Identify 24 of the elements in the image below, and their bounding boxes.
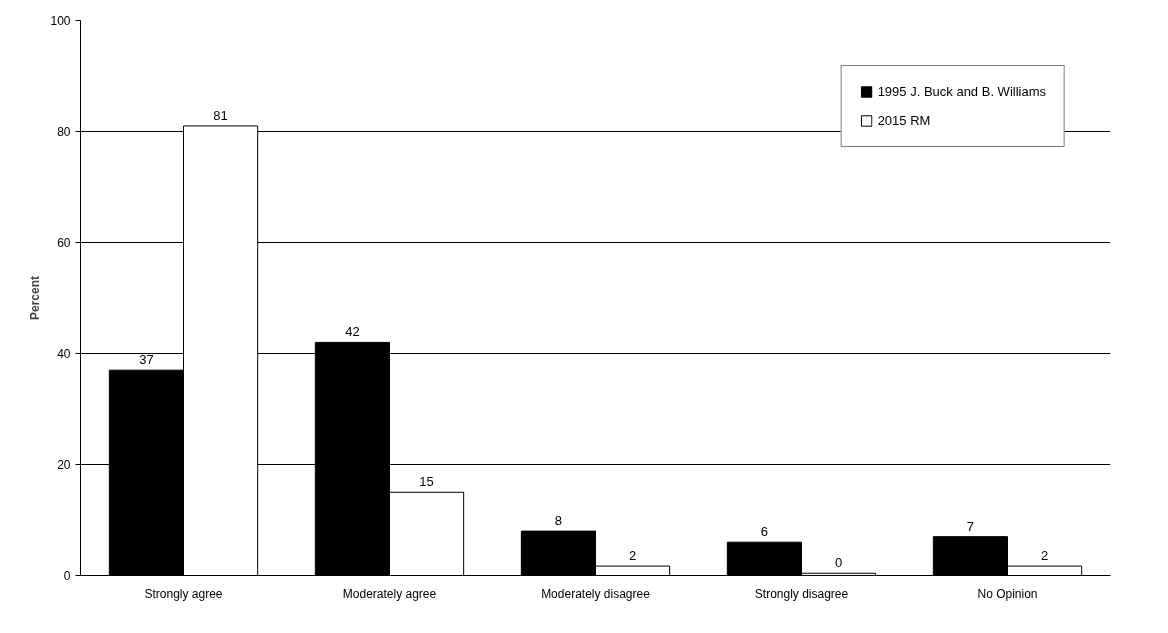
legend-label: 2015 RM — [877, 113, 931, 128]
y-tick-label: 20 — [57, 458, 71, 472]
data-label: 6 — [760, 524, 769, 540]
legend-label: 1995 J. Buck and B. Williams — [877, 84, 1046, 99]
x-tick-label: Strongly disagree — [754, 586, 849, 601]
data-label: 0 — [834, 555, 843, 571]
y-tick-label: 60 — [57, 236, 71, 250]
x-tick-label: No Opinion — [977, 586, 1038, 601]
data-label: 37 — [139, 352, 154, 368]
y-tick-label: 0 — [63, 569, 71, 583]
y-tick-label: 80 — [57, 125, 71, 139]
data-label: 2 — [1040, 548, 1049, 564]
data-label: 15 — [419, 474, 434, 490]
data-label: 8 — [554, 513, 563, 529]
data-label: 2 — [628, 548, 637, 564]
x-tick-label: Moderately disagree — [541, 586, 651, 601]
data-label: 81 — [213, 107, 228, 123]
y-axis-title: Percent — [28, 275, 43, 321]
x-tick-label: Strongly agree — [144, 586, 223, 601]
data-label: 7 — [966, 518, 975, 534]
y-tick-label: 40 — [57, 347, 71, 361]
x-tick-label: Moderately agree — [342, 586, 437, 601]
data-label: 42 — [345, 324, 360, 340]
y-tick-label: 100 — [50, 14, 71, 28]
